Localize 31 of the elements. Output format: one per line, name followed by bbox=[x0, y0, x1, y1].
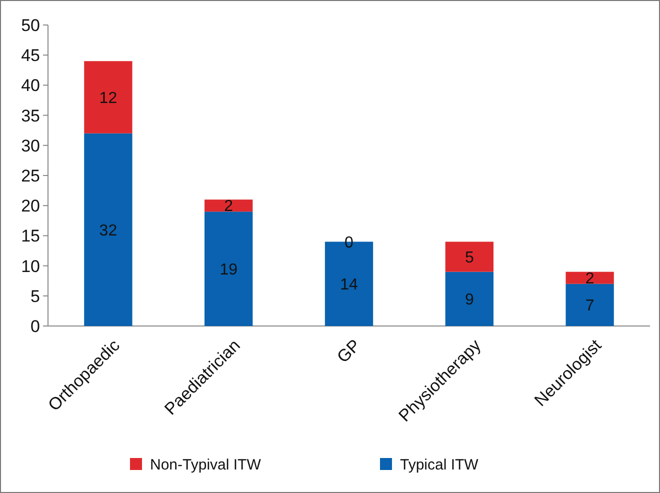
y-tick-label: 25 bbox=[21, 166, 40, 186]
data-label: 9 bbox=[464, 292, 474, 309]
y-tick-label: 45 bbox=[21, 46, 40, 66]
data-label: 32 bbox=[99, 222, 118, 240]
bar bbox=[204, 200, 253, 212]
y-tick-label: 50 bbox=[21, 16, 40, 35]
y-tick-label: 10 bbox=[21, 256, 40, 276]
data-label: 5 bbox=[464, 249, 474, 266]
y-tick-label: 20 bbox=[21, 196, 40, 216]
data-label: 14 bbox=[340, 276, 358, 294]
y-tick-label: 30 bbox=[21, 136, 40, 156]
bar bbox=[566, 284, 614, 326]
y-tick-label: 15 bbox=[21, 226, 40, 246]
y-tick-label: 40 bbox=[21, 76, 40, 96]
legend-label: Non-Typival ITW bbox=[150, 456, 262, 474]
bar bbox=[84, 133, 132, 326]
data-label: 2 bbox=[585, 270, 594, 288]
legend-label: Typical ITW bbox=[400, 456, 480, 474]
bar bbox=[445, 272, 494, 326]
y-tick-label: 0 bbox=[30, 316, 40, 336]
y-tick-label: 35 bbox=[21, 106, 40, 126]
y-tick-label: 5 bbox=[30, 286, 40, 306]
data-label: 19 bbox=[220, 261, 238, 278]
data-label: 12 bbox=[99, 90, 118, 107]
bar bbox=[204, 212, 253, 326]
x-tick-label: GP bbox=[333, 336, 364, 367]
bar bbox=[566, 272, 614, 284]
bar bbox=[445, 242, 494, 272]
data-label: 7 bbox=[585, 298, 594, 315]
bar bbox=[84, 61, 132, 134]
data-label: 2 bbox=[224, 198, 234, 216]
